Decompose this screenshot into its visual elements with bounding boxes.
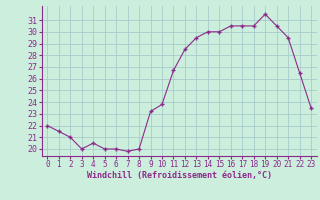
X-axis label: Windchill (Refroidissement éolien,°C): Windchill (Refroidissement éolien,°C) xyxy=(87,171,272,180)
